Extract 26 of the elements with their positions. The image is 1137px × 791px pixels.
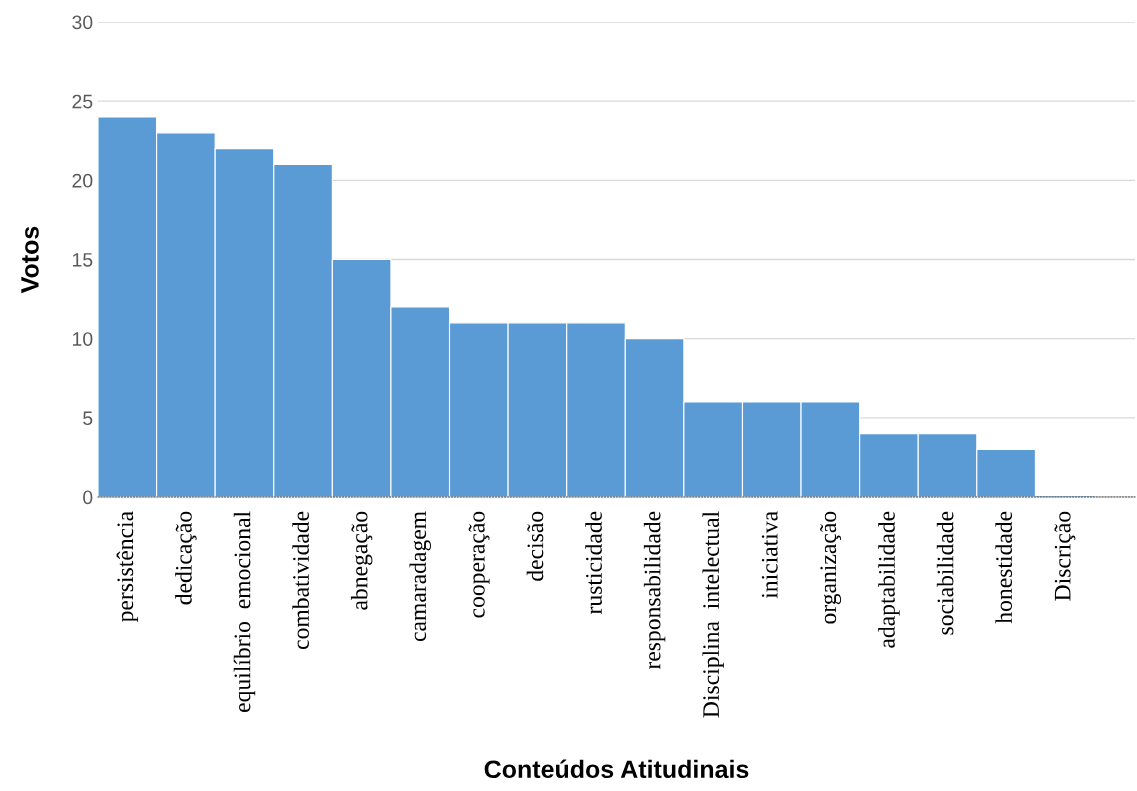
x-tick-label: iniciativa [761, 511, 778, 599]
y-tick-label: 20 [72, 173, 93, 188]
y-tick-label: 0 [83, 490, 93, 505]
x-axis-title: Conteúdos Atitudinais [484, 759, 749, 779]
x-tick-label: sociabilidade [936, 511, 954, 635]
x-tick-label: responsabilidade [643, 511, 666, 670]
x-tick-label: adaptabilidade [878, 511, 900, 648]
x-tick-label: combatividade [292, 511, 309, 649]
x-tick-label: equilíbrio emocional [233, 511, 256, 712]
x-tick-label: Discrição [1054, 511, 1076, 601]
y-axis-title: Votos [21, 226, 39, 294]
x-tick-label: decisão [526, 511, 544, 581]
x-tick-label: camaradagem [409, 511, 431, 642]
y-tick-label: 25 [72, 94, 93, 109]
y-tick-label: 30 [72, 15, 93, 30]
x-tick-label: dedicação [175, 511, 197, 605]
x-tick-label: Disciplina intelectual [702, 511, 724, 718]
x-tick-label: cooperação [468, 511, 490, 618]
x-tick-label: organização [820, 511, 842, 624]
y-tick-label: 15 [73, 253, 93, 267]
x-tick-label: abnegação [350, 511, 373, 610]
x-tick-label: rusticidade [585, 511, 602, 615]
y-tick-label: 10 [73, 332, 93, 346]
x-tick-label: persistência [116, 511, 139, 622]
x-tick-label: honestidade [995, 511, 1013, 624]
y-tick-label: 5 [83, 411, 93, 426]
